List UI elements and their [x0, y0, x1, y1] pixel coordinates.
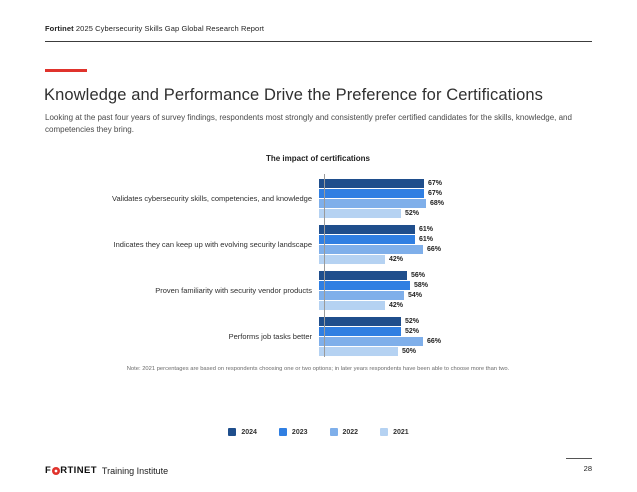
- bar-stack: 61% 61% 66% 42%: [318, 225, 582, 264]
- bar-stack: 56% 58% 54% 42%: [318, 271, 582, 310]
- chart-title: The impact of certifications: [265, 154, 371, 163]
- bar-row: 67%: [319, 189, 582, 198]
- chart-note: Note: 2021 percentages are based on resp…: [126, 366, 510, 372]
- category-label: Proven familiarity with security vendor …: [155, 286, 312, 295]
- legend-swatch: [329, 428, 338, 436]
- bar-chart: The impact of certifications Validates c…: [48, 154, 588, 372]
- bar-row: 66%: [319, 245, 582, 254]
- bar-2022: [319, 245, 423, 254]
- bar-row: 58%: [319, 281, 582, 290]
- bar-2023: [319, 235, 415, 244]
- bar-stack: 67% 67% 68% 52%: [318, 179, 582, 218]
- bar-row: 67%: [319, 179, 582, 188]
- report-header-brand: Fortinet: [45, 24, 74, 33]
- bar-2021: [319, 347, 398, 356]
- bar-stack: 52% 52% 66% 50%: [318, 317, 582, 356]
- bar-group: Indicates they can keep up with evolving…: [48, 225, 588, 264]
- bar-row: 52%: [319, 327, 582, 336]
- bar-2022: [319, 337, 423, 346]
- accent-dash: [45, 69, 87, 72]
- legend-label: 2021: [393, 428, 409, 436]
- bar-2021: [319, 255, 385, 264]
- bar-value-label: 52%: [405, 328, 420, 335]
- report-header-title: 2025 Cybersecurity Skills Gap Global Res…: [73, 24, 265, 33]
- bar-2023: [319, 327, 401, 336]
- legend-swatch: [228, 428, 237, 436]
- bar-value-label: 67%: [428, 180, 443, 187]
- bar-value-label: 42%: [389, 256, 404, 263]
- page-number-rule: [566, 458, 592, 459]
- legend-item-2023: 2023: [278, 428, 308, 436]
- bar-2022: [319, 291, 404, 300]
- bar-value-label: 52%: [405, 318, 420, 325]
- category-label: Validates cybersecurity skills, competen…: [112, 194, 312, 203]
- report-header: Fortinet 2025 Cybersecurity Skills Gap G…: [45, 24, 264, 33]
- legend-item-2024: 2024: [228, 428, 257, 436]
- legend-item-2022: 2022: [329, 428, 359, 436]
- bar-row: 52%: [319, 209, 582, 218]
- bar-value-label: 61%: [419, 236, 434, 243]
- bar-value-label: 67%: [428, 190, 443, 197]
- bar-row: 50%: [319, 347, 582, 356]
- page-number: 28: [583, 464, 592, 473]
- logo-text-right: RTINET: [60, 465, 97, 476]
- fortinet-wordmark: F RTINET: [45, 465, 97, 476]
- bar-2021: [319, 301, 385, 310]
- bar-value-label: 68%: [430, 200, 445, 207]
- legend-label: 2023: [291, 428, 308, 436]
- bar-row: 54%: [319, 291, 582, 300]
- bar-value-label: 66%: [427, 338, 442, 345]
- fortinet-gear-icon: [51, 466, 60, 475]
- legend-label: 2024: [241, 428, 257, 436]
- category-label: Performs job tasks better: [228, 332, 312, 341]
- bar-value-label: 54%: [408, 292, 423, 299]
- axis-line: [324, 174, 325, 357]
- bar-row: 61%: [319, 235, 582, 244]
- bar-row: 68%: [319, 199, 582, 208]
- bar-row: 42%: [319, 255, 582, 264]
- bar-value-label: 66%: [427, 246, 442, 253]
- bar-row: 42%: [319, 301, 582, 310]
- logo-text-left: F: [45, 465, 52, 476]
- bar-2024: [319, 317, 401, 326]
- bar-value-label: 61%: [419, 226, 434, 233]
- bar-value-label: 42%: [389, 302, 404, 309]
- bar-2021: [319, 209, 401, 218]
- category-label: Indicates they can keep up with evolving…: [113, 240, 312, 249]
- bar-group: Validates cybersecurity skills, competen…: [48, 179, 588, 218]
- page-subtitle: Looking at the past four years of survey…: [45, 113, 572, 135]
- bar-row: 66%: [319, 337, 582, 346]
- bar-row: 56%: [319, 271, 582, 280]
- legend-swatch: [380, 428, 389, 436]
- bar-2022: [319, 199, 426, 208]
- bar-2024: [319, 179, 424, 188]
- bar-2024: [319, 225, 415, 234]
- chart-plot: Validates cybersecurity skills, competen…: [48, 174, 588, 357]
- bar-2024: [319, 271, 407, 280]
- page-title: Knowledge and Performance Drive the Pref…: [44, 86, 543, 104]
- legend-label: 2022: [342, 428, 359, 436]
- footer-label: Training Institute: [101, 465, 169, 476]
- bar-2023: [319, 189, 424, 198]
- bar-2023: [319, 281, 410, 290]
- legend-swatch: [278, 428, 287, 436]
- bar-value-label: 56%: [411, 272, 426, 279]
- bar-value-label: 52%: [405, 210, 420, 217]
- bar-row: 61%: [319, 225, 582, 234]
- bar-row: 52%: [319, 317, 582, 326]
- bar-value-label: 58%: [414, 282, 429, 289]
- chart-legend: 2024 2023 2022 2021: [0, 428, 637, 436]
- bar-group: Proven familiarity with security vendor …: [48, 271, 588, 310]
- bar-value-label: 50%: [402, 348, 417, 355]
- fortinet-logo: F RTINET Training Institute: [45, 465, 168, 476]
- legend-item-2021: 2021: [380, 428, 409, 436]
- bar-group: Performs job tasks better 52% 52% 66% 50%: [48, 317, 588, 356]
- header-rule: [45, 41, 592, 42]
